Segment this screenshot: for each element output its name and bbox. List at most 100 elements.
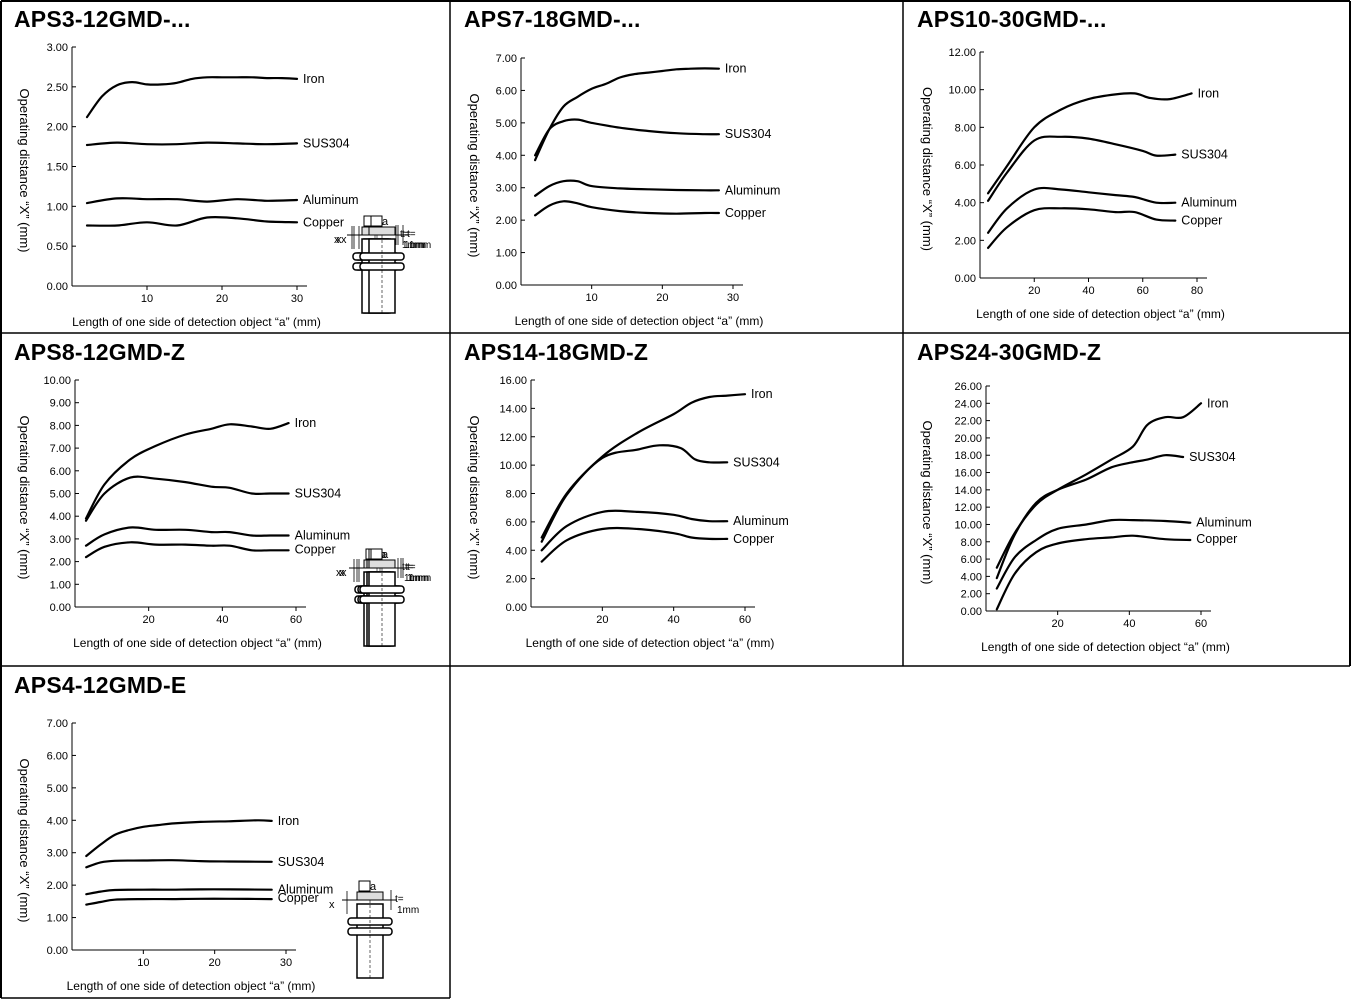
diagram-label-x: x [336,234,342,246]
y-tick-label: 8.00 [955,122,976,134]
y-tick-label: 10.00 [43,375,71,387]
y-tick-label: 16.00 [954,468,982,480]
series-label: Copper [1181,214,1222,228]
x-tick-label: 40 [216,614,228,626]
series-label: Copper [295,542,336,556]
y-axis-label: Operating distance “X” (mm) [467,94,482,258]
chart-title: APS14-18GMD-Z [464,339,649,365]
chart-svg: 0.00 1.00 2.00 3.00 4.00 5.00 6.00 7.00 10 20 30 Le… [334,53,781,328]
y-tick-label: 14.00 [954,485,982,497]
y-tick-label: 12.00 [948,47,976,59]
diagram-label-t: t= [407,229,416,240]
chart-title: APS24-30GMD-Z [917,339,1102,365]
series-label: Aluminum [1196,516,1252,530]
y-tick-label: 7.00 [50,443,71,455]
x-tick-label: 80 [1191,285,1203,297]
series-line [534,200,720,217]
y-tick-label: 26.00 [954,381,982,393]
series-label: SUS304 [1181,148,1228,162]
series-line [534,118,720,157]
series-label: Iron [278,814,300,828]
series-line [85,215,299,227]
y-tick-label: 6.00 [50,466,71,478]
x-tick-label: 40 [668,614,680,626]
diagram-label-a: a [382,216,389,228]
series-line [995,402,1203,569]
y-tick-label: 5.00 [50,489,71,501]
diagram-label-x: x [329,899,335,911]
series-line [534,67,720,162]
series-line [540,509,729,552]
series-label: SUS304 [1189,450,1236,464]
x-axis-label: Length of one side of detection object “… [72,315,321,329]
series-line [995,518,1192,590]
sensor-diagram: a x t=1mm [341,215,431,314]
y-tick-label: 8.00 [506,489,527,501]
x-tick-label: 10 [137,957,149,969]
x-tick-label: 20 [656,292,668,304]
series-line [987,92,1193,195]
y-tick-label: 0.50 [47,241,68,253]
y-tick-label: 2.00 [961,589,982,601]
chart-panel: APS3-12GMD-... 0.00 0.50 1.00 1.50 2.00 2.50 3.… [0,0,450,333]
series-label: Aluminum [733,514,789,528]
y-tick-label: 10.00 [948,85,976,97]
x-axis-label: Length of one side of detection object “… [73,636,322,650]
series-line [85,76,299,119]
chart-title: APS3-12GMD-... [14,6,191,32]
series-line [540,444,729,543]
diagram-label-x: x [341,234,347,246]
series-label: Iron [303,72,325,86]
chart-title: APS8-12GMD-Z [14,339,186,365]
y-tick-label: 10.00 [499,460,527,472]
y-tick-label: 1.00 [496,248,517,260]
diagram-label-mm: 1mm [404,240,426,251]
y-axis-label: Operating distance “X” (mm) [17,89,32,253]
diagram-label-mm: 1mm [404,573,426,584]
y-tick-label: 2.00 [496,215,517,227]
y-tick-label: 9.00 [50,398,71,410]
diagram-label-mm: 1mm [409,573,431,584]
series-line [995,534,1192,611]
y-tick-label: 1.00 [47,913,68,925]
x-tick-label: 60 [1137,285,1149,297]
y-tick-label: 8.00 [50,420,71,432]
chart-panel: APS14-18GMD-Z 0.00 2.00 4.00 6.00 8.00 10.00 12… [339,333,903,666]
y-tick-label: 4.00 [955,198,976,210]
series-label: Copper [733,532,774,546]
y-tick-label: 16.00 [499,375,527,387]
series-label: Aluminum [278,883,334,897]
series-label: SUS304 [733,455,780,469]
chart-svg: 0.00 2.00 4.00 6.00 8.00 10.00 12.00 14.00 16.00… [339,375,789,650]
chart-svg: 0.00 2.00 4.00 6.00 8.00 10.00 12.00 14.00 16.00… [341,381,1252,654]
x-tick-label: 40 [1082,285,1094,297]
y-tick-label: 0.00 [47,945,68,957]
target-plate [368,226,396,236]
y-tick-label: 12.00 [499,432,527,444]
chart-title: APS7-18GMD-... [464,6,641,32]
diagram-label-a: a [382,549,389,561]
y-tick-label: 12.00 [954,502,982,514]
y-tick-label: 0.00 [47,281,68,293]
x-tick-label: 20 [596,614,608,626]
series-label: SUS304 [303,136,350,150]
series-line [987,207,1177,249]
chart-panel: APS7-18GMD-... 0.00 1.00 2.00 3.00 4.00 5.00 6.… [334,0,903,333]
series-label: Aluminum [725,183,781,197]
chart-panel: APS24-30GMD-Z 0.00 2.00 4.00 6.00 8.00 10.00 12… [341,333,1351,666]
y-tick-label: 5.00 [47,783,68,795]
series-line [84,541,290,559]
series-line [85,819,273,858]
x-axis-label: Length of one side of detection object “… [67,979,316,993]
series-line [85,888,273,896]
series-label: Iron [751,387,773,401]
diagram-label-mm: 1mm [407,573,429,584]
y-tick-label: 2.50 [47,82,68,94]
diagram-label-mm: 1mm [402,240,424,251]
chart-title: APS4-12GMD-E [14,672,187,698]
series-line [84,422,290,520]
y-tick-label: 6.00 [47,750,68,762]
series-label: SUS304 [278,855,325,869]
series-line [85,859,273,869]
object-square-icon [370,215,383,227]
